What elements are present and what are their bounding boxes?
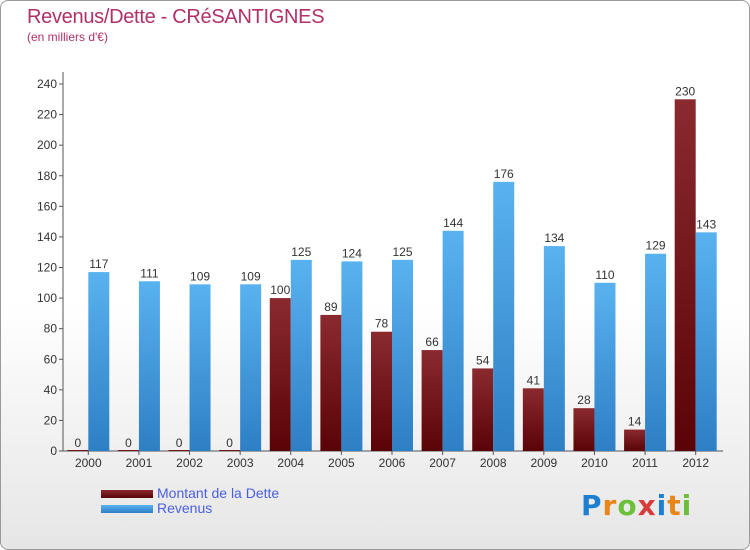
value-label-revenus-2006: 125 [392, 245, 412, 259]
value-label-revenus-2012: 143 [696, 217, 716, 231]
bar-revenus-2010 [594, 282, 616, 451]
x-tick-label: 2008 [480, 456, 507, 470]
value-label-debt-2000: 0 [74, 436, 81, 450]
legend-label-debt: Montant de la Dette [157, 485, 280, 501]
value-label-debt-2002: 0 [176, 436, 183, 450]
value-label-debt-2008: 54 [476, 353, 490, 367]
y-tick-label: 0 [50, 444, 57, 458]
value-label-revenus-2007: 144 [443, 216, 463, 230]
y-axis: 0 20 40 60 80 100 120 140 160 180 200 220 240 [37, 72, 64, 458]
bar-revenus-2001 [138, 281, 160, 451]
value-label-debt-2006: 78 [375, 317, 389, 331]
data-labels: 0 117 0 111 0 109 0 109 100 125 89 124 78 125 66 144 54 1… [74, 84, 716, 450]
bar-revenus-2009 [543, 246, 565, 451]
logo-letter: i [656, 489, 668, 522]
x-axis: 2000 2001 2002 2003 2004 2005 2006 2007 2008 2009… [63, 450, 723, 470]
value-label-revenus-2009: 134 [544, 231, 564, 245]
legend-label-revenus: Revenus [157, 500, 213, 516]
value-label-debt-2004: 100 [270, 283, 290, 297]
bar-revenus-2011 [645, 253, 667, 451]
proxiti-logo: Proxiti [581, 489, 692, 522]
y-tick-label: 180 [37, 169, 57, 183]
value-label-revenus-2008: 176 [494, 167, 514, 181]
y-tick-label: 200 [37, 138, 57, 152]
y-tick-label: 40 [44, 383, 58, 397]
value-label-debt-2010: 28 [577, 393, 591, 407]
chart-subtitle: (en milliers d'€) [27, 30, 108, 44]
value-label-revenus-2004: 125 [291, 245, 311, 259]
legend-swatch-debt [101, 490, 153, 498]
bar-debt-2004 [269, 298, 291, 451]
bar-revenus-2004 [290, 259, 312, 451]
x-tick-label: 2007 [429, 456, 456, 470]
logo-letter: i [681, 489, 693, 522]
logo-letter: o [617, 489, 638, 522]
value-label-revenus-2011: 129 [646, 239, 666, 253]
y-tick-label: 240 [37, 77, 57, 91]
bar-debt-2010 [573, 408, 595, 451]
value-label-revenus-2010: 110 [595, 268, 614, 282]
value-label-debt-2003: 0 [226, 436, 233, 450]
bar-debt-2005 [320, 314, 342, 451]
x-tick-label: 2001 [126, 456, 153, 470]
y-tick-label: 140 [37, 230, 57, 244]
value-label-revenus-2003: 109 [241, 269, 261, 283]
bars [67, 99, 717, 452]
value-label-debt-2012: 230 [675, 84, 695, 98]
y-tick-label: 220 [37, 108, 57, 122]
x-tick-label: 2003 [227, 456, 254, 470]
y-tick-label: 120 [37, 261, 57, 275]
x-tick-label: 2000 [75, 456, 102, 470]
bar-debt-2000 [67, 450, 89, 451]
bar-debt-2001 [117, 450, 139, 451]
bar-revenus-2000 [88, 272, 110, 451]
value-label-revenus-2005: 124 [342, 246, 362, 260]
bar-debt-2011 [624, 429, 646, 451]
logo-letter: r [602, 489, 618, 522]
bar-debt-2003 [219, 450, 241, 451]
value-label-debt-2009: 41 [527, 373, 541, 387]
value-label-revenus-2001: 111 [140, 266, 159, 280]
bar-revenus-2012 [695, 232, 717, 451]
bar-revenus-2007 [442, 230, 464, 451]
chart-title: Revenus/Dette - CRéSANTIGNES [27, 6, 325, 28]
bar-debt-2006 [371, 331, 392, 451]
value-label-debt-2005: 89 [324, 300, 338, 314]
y-tick-label: 160 [37, 199, 57, 213]
x-tick-label: 2011 [632, 456, 658, 470]
legend-swatch-revenus [101, 505, 153, 513]
logo-letter: P [581, 489, 603, 522]
x-tick-label: 2009 [530, 456, 557, 470]
bar-debt-2007 [421, 350, 443, 451]
bar-debt-2012 [674, 99, 696, 452]
bar-debt-2008 [472, 368, 494, 451]
logo-letter: x [637, 489, 657, 522]
bar-revenus-2006 [392, 259, 413, 451]
logo-letter: t [667, 489, 682, 522]
value-label-debt-2011: 14 [628, 415, 642, 429]
y-tick-label: 80 [44, 322, 58, 336]
x-tick-label: 2005 [328, 456, 355, 470]
bar-debt-2002 [168, 450, 190, 451]
x-tick-label: 2012 [682, 456, 709, 470]
value-label-revenus-2000: 117 [89, 257, 108, 271]
value-label-revenus-2002: 109 [190, 269, 210, 283]
bar-revenus-2008 [493, 181, 515, 451]
x-tick-label: 2006 [379, 456, 406, 470]
y-tick-label: 100 [37, 291, 57, 305]
y-tick-label: 20 [44, 413, 58, 427]
bar-revenus-2002 [189, 284, 211, 451]
value-label-debt-2001: 0 [125, 436, 132, 450]
bar-revenus-2005 [341, 261, 363, 451]
x-tick-label: 2004 [277, 456, 304, 470]
x-tick-label: 2002 [176, 456, 203, 470]
value-label-debt-2007: 66 [425, 335, 439, 349]
x-tick-label: 2010 [581, 456, 608, 470]
y-tick-label: 60 [44, 352, 58, 366]
bar-debt-2009 [522, 388, 544, 451]
bar-revenus-2003 [240, 284, 262, 451]
